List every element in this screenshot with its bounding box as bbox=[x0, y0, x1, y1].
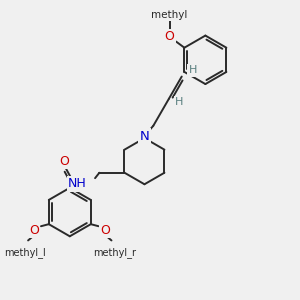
Text: O: O bbox=[29, 224, 39, 237]
Text: methyl_l: methyl_l bbox=[4, 247, 45, 258]
Text: H: H bbox=[175, 98, 183, 107]
Text: H: H bbox=[188, 65, 197, 76]
Text: methyl_r: methyl_r bbox=[94, 247, 136, 258]
Text: O: O bbox=[59, 155, 69, 168]
Text: NH: NH bbox=[68, 178, 87, 190]
Text: N: N bbox=[140, 130, 149, 142]
Text: methyl: methyl bbox=[152, 10, 188, 20]
Text: O: O bbox=[165, 30, 175, 43]
Text: O: O bbox=[100, 224, 110, 237]
